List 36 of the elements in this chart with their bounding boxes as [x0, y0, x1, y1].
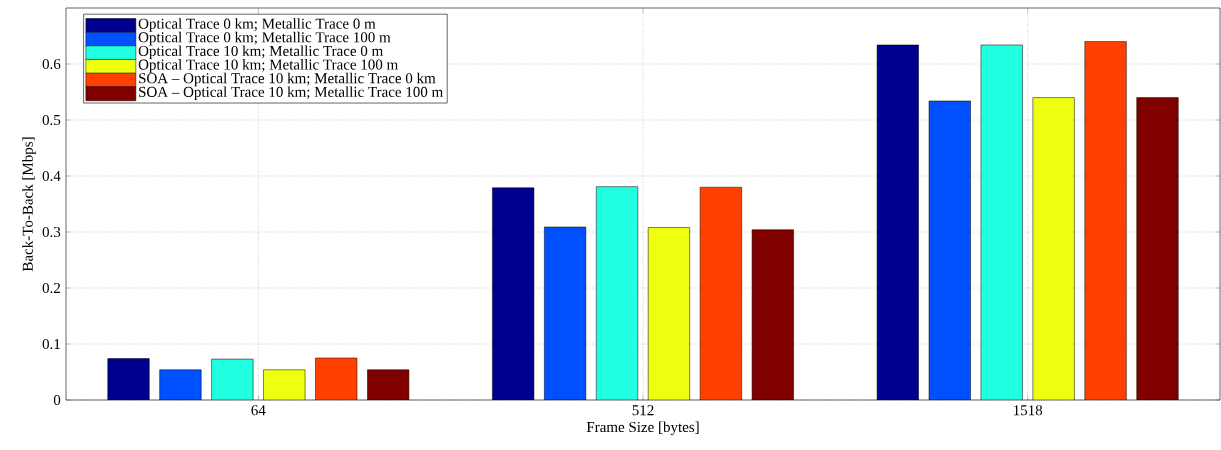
bar — [263, 369, 306, 400]
legend-label: Optical Trace 10 km; Metallic Trace 0 m — [138, 45, 383, 60]
bar — [928, 100, 971, 400]
bar — [367, 369, 410, 400]
bar — [492, 187, 535, 400]
bar — [1032, 97, 1075, 400]
bar — [751, 229, 794, 400]
y-tick-label: 0.6 — [42, 58, 61, 70]
x-tick-label: 1518 — [1013, 405, 1043, 416]
bar — [544, 226, 587, 400]
x-axis-title: Frame Size [bytes] — [586, 421, 699, 436]
bar — [647, 227, 690, 400]
y-tick-label: 0 — [53, 394, 61, 406]
x-tick-label: 512 — [632, 405, 654, 416]
y-tick-label: 0.4 — [42, 170, 61, 182]
y-axis-title: Back-To-Back [Mbps] — [22, 137, 36, 272]
legend-label: SOA – Optical Trace 10 km; Metallic Trace 100 m — [139, 86, 443, 100]
y-tick-label: 0.5 — [42, 114, 61, 126]
y-tick-label: 0.1 — [42, 338, 60, 350]
legend-label: Optical Trace 0 km; Metallic Trace 100 m — [138, 31, 391, 46]
bar — [596, 186, 639, 400]
y-tick-label: 0.2 — [42, 282, 60, 294]
bar — [980, 44, 1023, 400]
bar — [876, 44, 919, 400]
x-tick-label: 64 — [251, 405, 266, 416]
bar — [699, 186, 742, 400]
bar — [211, 358, 254, 400]
bar — [1136, 97, 1179, 400]
bar — [107, 358, 150, 400]
y-tick-label: 0.3 — [42, 226, 61, 238]
bar — [159, 369, 202, 400]
legend-label: SOA – Optical Trace 10 km; Metallic Trace 0 km — [139, 72, 436, 87]
legend-label: Optical Trace 0 km; Metallic Trace 0 m — [138, 18, 376, 32]
bar — [1084, 41, 1127, 400]
legend-label: Optical Trace 10 km; Metallic Trace 100 m — [138, 59, 398, 73]
bar — [315, 357, 358, 400]
